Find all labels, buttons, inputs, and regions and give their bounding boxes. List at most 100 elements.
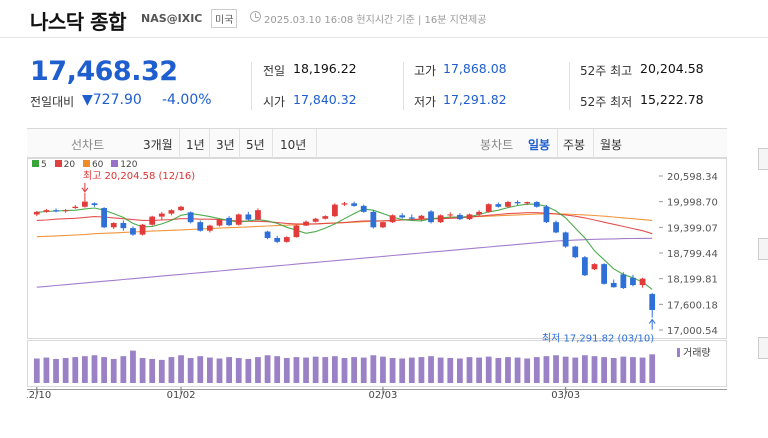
- legend-ma60: 60: [82, 160, 103, 170]
- stat-label-52w-low: 52주 최저: [580, 95, 633, 109]
- change-percent: -4.00%: [162, 92, 212, 108]
- candle-body: [245, 214, 252, 220]
- candle-body: [447, 214, 454, 216]
- candle-body: [158, 213, 165, 217]
- volume-bar: [649, 354, 656, 383]
- tab-5-years[interactable]: 5년: [246, 138, 265, 152]
- candle-body: [524, 202, 531, 204]
- candle-body: [91, 203, 98, 206]
- volume-bar: [322, 357, 329, 383]
- candle-body: [610, 282, 617, 288]
- candle-body: [110, 223, 117, 228]
- volume-bar: [43, 357, 50, 383]
- index-code: NAS@IXIC: [141, 12, 203, 25]
- volume-bar: [514, 357, 521, 383]
- candle-body: [408, 217, 415, 219]
- candle-body: [466, 214, 473, 220]
- candle-body: [437, 215, 444, 223]
- volume-bar: [639, 357, 646, 383]
- candle-body: [82, 201, 88, 207]
- side-panel-tab[interactable]: [758, 148, 768, 170]
- candle-body: [53, 210, 59, 212]
- tab-weekly[interactable]: 주봉: [563, 138, 586, 152]
- volume-bar: [341, 358, 348, 383]
- volume-bar: [572, 357, 579, 383]
- side-panel-tab[interactable]: [758, 238, 768, 260]
- candle-body: [562, 232, 569, 247]
- tab-10-years[interactable]: 10년: [280, 138, 307, 152]
- volume-bar: [158, 359, 165, 383]
- side-panel-tab[interactable]: [758, 337, 768, 359]
- divider: [272, 129, 273, 159]
- volume-legend-swatch: [677, 348, 680, 357]
- volume-bar: [610, 358, 617, 383]
- volume-bar: [274, 356, 281, 383]
- stat-value-low: 17,291.82: [443, 92, 507, 107]
- volume-bar: [428, 356, 434, 383]
- volume-bar: [235, 358, 242, 383]
- candle-body: [476, 211, 482, 215]
- volume-bar: [495, 358, 502, 383]
- volume-bar: [293, 357, 300, 383]
- divider: [557, 129, 558, 159]
- x-tick-label: 03/03: [551, 390, 580, 401]
- volume-bar: [312, 356, 319, 383]
- candle-body: [264, 231, 271, 238]
- volume-bar: [110, 358, 117, 383]
- divider: [179, 129, 180, 159]
- volume-bar: [216, 358, 223, 383]
- tab-daily[interactable]: 일봉: [528, 138, 551, 152]
- volume-bar: [264, 355, 271, 383]
- ma5-line: [36, 203, 653, 290]
- x-tick-label: 02/03: [369, 390, 398, 401]
- tab-candle-chart[interactable]: 봉차트: [480, 138, 514, 152]
- volume-bar: [591, 356, 598, 383]
- ma120-line: [36, 237, 653, 288]
- volume-bar: [476, 357, 482, 383]
- candlestick-chart[interactable]: 20,598.34 19,998.70 19,399.07 18,799.44 18,1…: [27, 158, 727, 433]
- market-badge: 미국: [211, 9, 238, 28]
- tab-line-chart[interactable]: 선차트: [71, 138, 105, 152]
- tab-1-year[interactable]: 1년: [186, 138, 205, 152]
- x-tick-label: 01/02: [167, 390, 196, 401]
- x-tick-label: 12/10: [27, 390, 51, 401]
- y-tick-label: 19,399.07: [667, 223, 718, 234]
- candle-body: [303, 221, 309, 226]
- clock-icon: [250, 11, 261, 22]
- volume-bar: [255, 357, 261, 383]
- candle-body: [591, 264, 598, 270]
- candle-body: [139, 224, 146, 235]
- change-value: ▼727.90: [82, 92, 142, 108]
- y-tick-label: 18,799.44: [667, 249, 718, 260]
- tab-3-months[interactable]: 3개월: [143, 138, 173, 152]
- stat-label-open: 시가: [263, 95, 286, 109]
- divider: [239, 129, 240, 159]
- low-annotation: 최저 17,291.82 (03/10): [542, 333, 654, 345]
- tab-3-years[interactable]: 3년: [216, 138, 235, 152]
- volume-bar: [553, 355, 559, 383]
- volume-bar: [168, 357, 175, 383]
- legend-swatch: [82, 160, 90, 167]
- stat-value-high: 17,868.08: [443, 61, 507, 76]
- candle-body: [62, 210, 69, 212]
- stat-label-prev: 전일: [263, 64, 286, 78]
- candle-body: [274, 237, 281, 242]
- volume-bar: [207, 357, 213, 383]
- volume-bar: [447, 358, 454, 383]
- y-tick-label: 18,199.81: [667, 275, 718, 286]
- candle-body: [639, 278, 646, 286]
- volume-bar: [466, 357, 473, 383]
- volume-bar: [380, 356, 386, 383]
- legend-swatch: [32, 160, 39, 167]
- volume-bar: [72, 357, 79, 383]
- y-tick-label: 17,600.18: [667, 300, 718, 311]
- divider: [569, 62, 570, 110]
- current-price: 17,468.32: [30, 56, 178, 87]
- candle-body: [514, 202, 521, 204]
- tab-monthly[interactable]: 월봉: [600, 138, 623, 152]
- y-tick-label: 20,598.34: [667, 172, 718, 183]
- stat-value-prev: 18,196.22: [293, 61, 357, 76]
- price-plot-frame: [27, 158, 727, 339]
- y-tick-label: 19,998.70: [667, 198, 718, 209]
- divider: [251, 62, 252, 110]
